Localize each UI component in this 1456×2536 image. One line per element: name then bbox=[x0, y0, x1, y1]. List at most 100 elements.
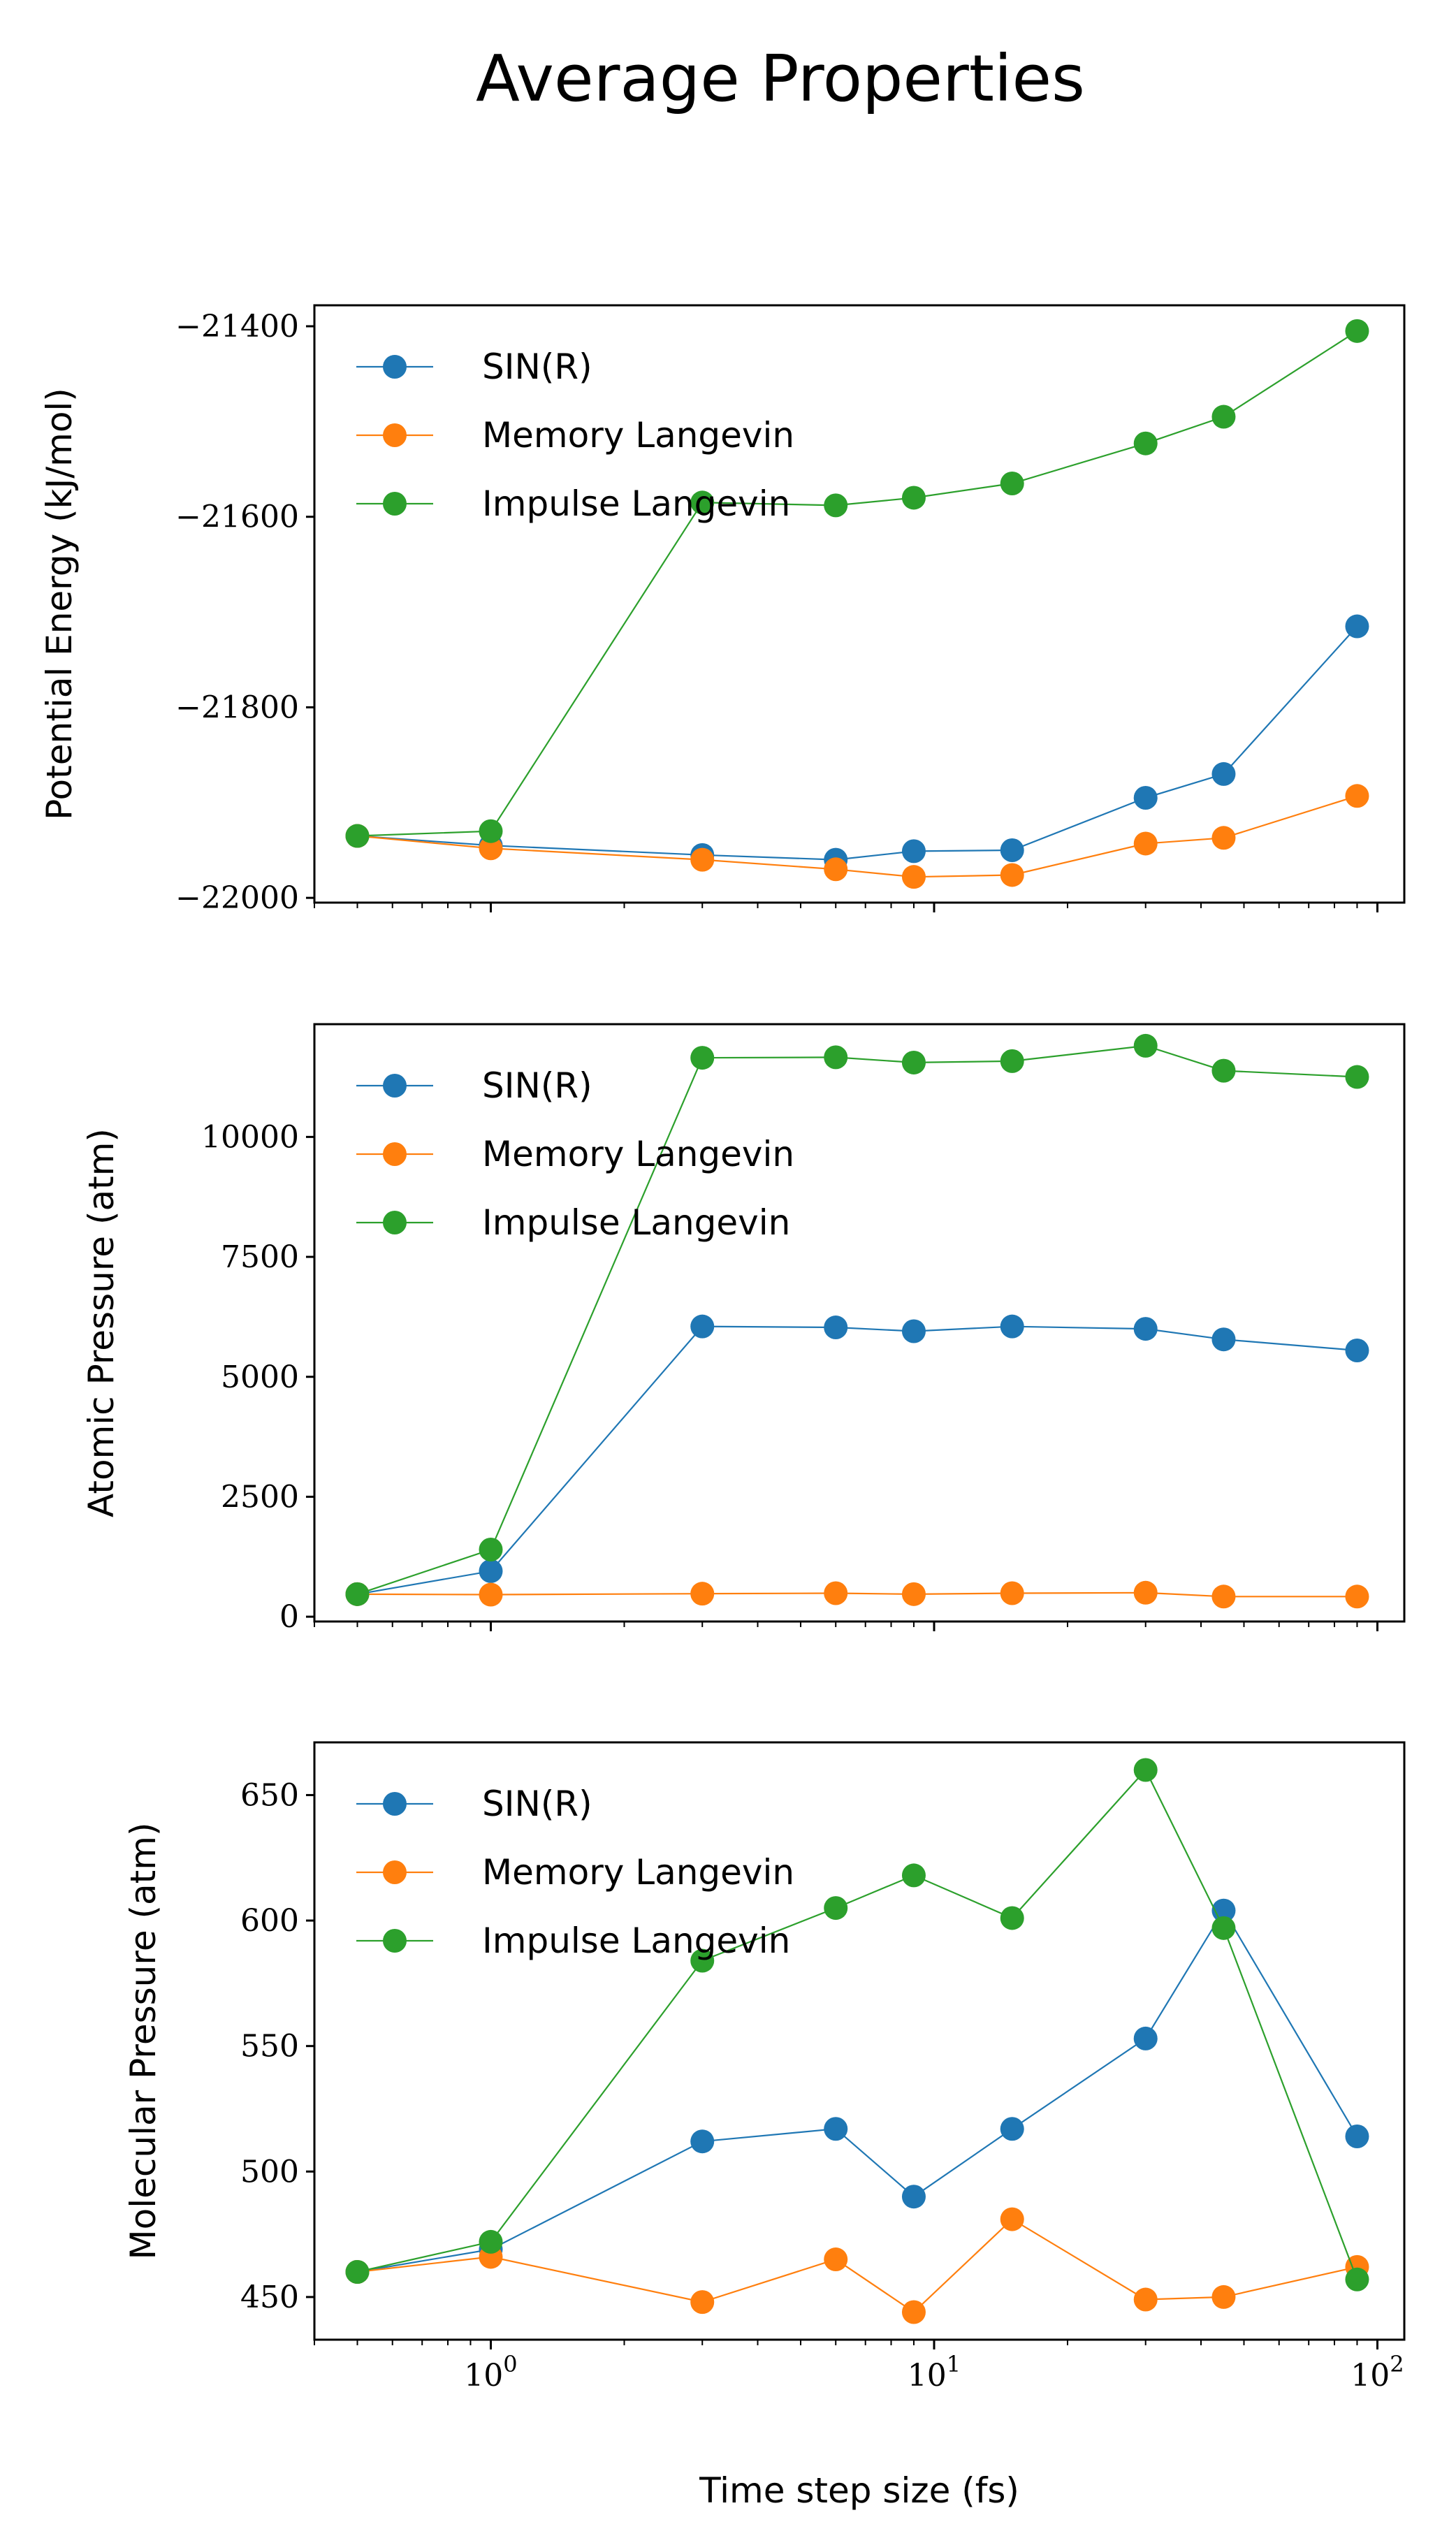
y-axis-label: Atomic Pressure (atm) bbox=[81, 1128, 122, 1517]
data-point bbox=[1000, 1906, 1024, 1930]
data-point bbox=[901, 486, 926, 510]
legend: SIN(R) Memory Langevin Impulse Langevin bbox=[356, 1065, 794, 1243]
data-point bbox=[824, 857, 848, 882]
y-tick-label: 7500 bbox=[221, 1239, 299, 1275]
y-tick-label: 550 bbox=[240, 2029, 299, 2064]
data-point bbox=[1000, 2207, 1024, 2231]
data-point bbox=[345, 2260, 370, 2284]
data-point bbox=[824, 2117, 848, 2141]
y-tick-label: 0 bbox=[279, 1599, 299, 1635]
data-point bbox=[1211, 826, 1236, 850]
data-point bbox=[1345, 1584, 1369, 1609]
data-point bbox=[1133, 431, 1158, 456]
legend: SIN(R) Memory Langevin Impulse Langevin bbox=[356, 1784, 794, 1961]
y-axis-label: Potential Energy (kJ/mol) bbox=[39, 388, 80, 820]
data-point bbox=[901, 2185, 926, 2209]
data-point bbox=[1211, 1916, 1236, 1940]
legend-marker bbox=[383, 1074, 407, 1098]
data-point bbox=[1345, 319, 1369, 343]
data-point bbox=[345, 824, 370, 848]
data-point bbox=[479, 836, 503, 861]
series-line bbox=[357, 1044, 1357, 1595]
data-point bbox=[1000, 863, 1024, 887]
data-point bbox=[690, 2290, 715, 2315]
data-point bbox=[824, 1896, 848, 1921]
legend-entry: SIN(R) bbox=[482, 1784, 592, 1824]
y-tick-label: 500 bbox=[240, 2154, 299, 2189]
y-axis-label: Molecular Pressure (atm) bbox=[123, 1823, 163, 2260]
data-point bbox=[479, 1582, 503, 1607]
series-2 bbox=[345, 1580, 1369, 1609]
series-3 bbox=[345, 1758, 1369, 2291]
data-point bbox=[1345, 2125, 1369, 2149]
y-tick-label: 650 bbox=[240, 1777, 299, 1813]
plot-frame bbox=[313, 304, 1406, 904]
data-point bbox=[901, 865, 926, 889]
series-line bbox=[357, 1591, 1357, 1598]
y-tick-label: 10000 bbox=[201, 1119, 299, 1155]
data-point bbox=[901, 2300, 926, 2324]
legend-entry: SIN(R) bbox=[482, 1065, 592, 1106]
data-point bbox=[1211, 1584, 1236, 1609]
data-point bbox=[901, 1319, 926, 1343]
data-point bbox=[1133, 786, 1158, 810]
series-line bbox=[357, 2218, 1357, 2313]
y-tick-label: −22000 bbox=[175, 880, 299, 916]
data-point bbox=[690, 1582, 715, 1606]
data-point bbox=[690, 490, 715, 515]
series-2 bbox=[345, 2207, 1369, 2324]
data-point bbox=[1133, 1033, 1158, 1058]
legend-entry: Impulse Langevin bbox=[482, 1202, 790, 1243]
series-line bbox=[357, 1768, 1358, 2280]
data-point bbox=[901, 839, 926, 863]
legend-marker bbox=[383, 1929, 407, 1953]
data-point bbox=[479, 2229, 503, 2254]
data-point bbox=[1211, 405, 1236, 429]
data-point bbox=[1133, 831, 1158, 856]
data-point bbox=[1133, 2026, 1158, 2050]
series-line bbox=[357, 1909, 1358, 2273]
data-point bbox=[901, 1863, 926, 1888]
y-tick-label: −21800 bbox=[175, 690, 299, 725]
series-3 bbox=[345, 1033, 1369, 1606]
data-point bbox=[1000, 1314, 1024, 1339]
data-point bbox=[1133, 2287, 1158, 2312]
legend-entry: Memory Langevin bbox=[482, 1134, 794, 1174]
data-point bbox=[1345, 1065, 1369, 1089]
legend-marker bbox=[383, 423, 407, 447]
legend-entry: Memory Langevin bbox=[482, 1852, 794, 1893]
data-point bbox=[1345, 614, 1369, 639]
data-point bbox=[1345, 784, 1369, 808]
plot-frame bbox=[313, 1741, 1406, 2341]
data-point bbox=[1000, 2117, 1024, 2141]
x-tick-label: 100 bbox=[464, 2351, 517, 2393]
x-tick-label: 101 bbox=[908, 2351, 961, 2393]
legend-entry: Impulse Langevin bbox=[482, 1921, 790, 1961]
data-point bbox=[824, 1045, 848, 1070]
data-point bbox=[824, 493, 848, 518]
data-point bbox=[479, 1537, 503, 1561]
data-point bbox=[690, 2129, 715, 2154]
data-point bbox=[824, 1581, 848, 1605]
legend-marker bbox=[383, 492, 407, 516]
legend-entry: Impulse Langevin bbox=[482, 483, 790, 524]
series-1 bbox=[345, 1314, 1369, 1606]
data-point bbox=[1133, 1580, 1158, 1605]
series-line bbox=[357, 1325, 1357, 1595]
data-point bbox=[479, 1559, 503, 1583]
data-point bbox=[1211, 2284, 1236, 2309]
x-axis-label: Time step size (fs) bbox=[699, 2470, 1019, 2511]
data-point bbox=[1000, 1049, 1024, 1073]
chart-panel-2: 0 2500 5000 7500 10000 Atomic Pressure (atm) S… bbox=[81, 1023, 1406, 1635]
data-point bbox=[479, 819, 503, 843]
data-point bbox=[690, 1314, 715, 1339]
y-tick-label: −21600 bbox=[175, 500, 299, 535]
data-point bbox=[690, 1948, 715, 1973]
y-tick-label: 5000 bbox=[221, 1360, 299, 1395]
series-line bbox=[357, 795, 1357, 878]
legend-marker bbox=[383, 1860, 407, 1884]
y-tick-label: −21400 bbox=[175, 309, 299, 344]
y-tick-label: 2500 bbox=[221, 1479, 299, 1515]
data-point bbox=[1133, 1317, 1158, 1341]
